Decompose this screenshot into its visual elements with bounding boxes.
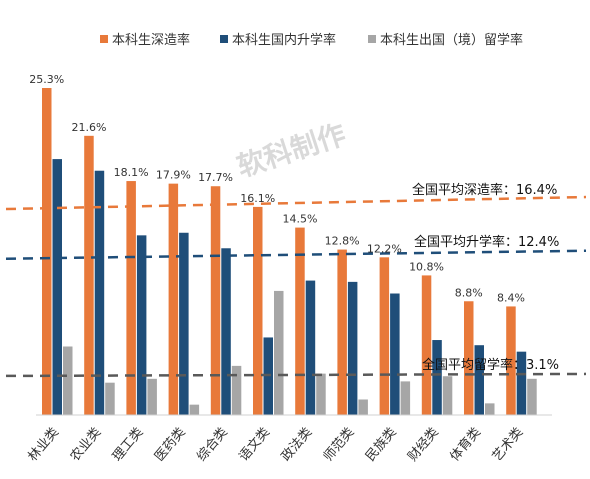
reference-line-0	[5, 195, 587, 211]
bar-2-2	[147, 378, 157, 415]
bar-0-11	[506, 306, 516, 415]
bar-2-8	[400, 381, 411, 415]
bar-0-7	[337, 249, 347, 415]
reference-line-1	[5, 249, 587, 260]
category-label-7: 师范类	[321, 425, 358, 465]
bar-1-6	[305, 280, 316, 415]
bar-1-0	[52, 159, 62, 415]
value-label-3: 17.9%	[156, 169, 191, 182]
category-label-0: 林业类	[25, 425, 62, 465]
value-label-8: 12.2%	[367, 242, 402, 255]
reference-line-2	[5, 372, 587, 378]
bar-0-0	[42, 88, 52, 415]
value-label-10: 8.8%	[455, 286, 483, 299]
bar-2-1	[105, 382, 115, 415]
value-labels: 25.3% 21.6% 18.1% 17.9% 17.7% 16.1% 14.5% 12.8%…	[29, 73, 525, 304]
legend-swatch-0	[100, 35, 108, 43]
bar-2-6	[316, 373, 326, 415]
bar-1-3	[179, 232, 189, 415]
bar-2-10	[485, 403, 495, 415]
bar-1-7	[347, 281, 358, 415]
category-label-3: 医药类	[152, 425, 189, 465]
bar-1-4	[221, 248, 231, 415]
bar-0-6	[295, 227, 305, 415]
legend-label-0: 本科生深造率	[112, 32, 190, 48]
bar-1-2	[136, 235, 147, 415]
reference-label-0: 全国平均深造率：16.4%	[412, 182, 557, 198]
reference-label-1: 全国平均升学率：12.4%	[414, 234, 559, 250]
bar-1-10	[474, 345, 484, 415]
value-label-5: 16.1%	[240, 192, 275, 205]
bar-2-5	[274, 290, 284, 415]
category-labels: 林业类 农业类 理工类 医药类 综合类 语文类 政法类 师范类 民族类 财经类 体育类 艺术类	[25, 424, 526, 464]
value-label-0: 25.3%	[29, 73, 64, 86]
bar-2-3	[189, 404, 200, 415]
bar-0-8	[379, 257, 390, 415]
value-label-4: 17.7%	[198, 171, 233, 184]
value-label-1: 21.6%	[71, 121, 106, 134]
bar-2-7	[358, 399, 368, 415]
bar-0-1	[84, 135, 94, 415]
bar-1-11	[516, 351, 527, 415]
category-label-2: 理工类	[110, 425, 147, 465]
value-label-6: 14.5%	[282, 213, 317, 226]
legend-label-1: 本科生国内升学率	[232, 32, 336, 48]
category-label-8: 民族类	[362, 424, 399, 464]
category-label-4: 综合类	[194, 425, 231, 465]
bar-0-9	[421, 275, 432, 415]
bar-0-4	[210, 186, 221, 415]
watermark: 软科制作	[233, 118, 350, 184]
value-label-11: 8.4%	[497, 291, 525, 304]
bar-1-1	[94, 170, 105, 415]
category-label-9: 财经类	[405, 425, 442, 465]
bar-2-11	[527, 378, 537, 415]
reference-lines: 全国平均深造率：16.4% 全国平均升学率：12.4% 全国平均留学率：3.1%	[5, 182, 587, 378]
bar-1-9	[432, 340, 442, 415]
category-label-11: 艺术类	[490, 425, 527, 465]
bar-0-5	[253, 206, 263, 415]
legend: 本科生深造率 本科生国内升学率 本科生出国（境）留学率	[100, 32, 523, 48]
category-label-10: 体育类	[447, 424, 484, 464]
legend-swatch-1	[220, 35, 228, 43]
bar-0-10	[464, 301, 474, 415]
bar-0-3	[168, 183, 179, 415]
bar-2-0	[63, 346, 73, 415]
legend-label-2: 本科生出国（境）留学率	[380, 32, 523, 48]
bar-2-4	[231, 365, 242, 415]
bar-1-8	[390, 293, 400, 415]
category-label-5: 语文类	[236, 425, 273, 465]
value-label-7: 12.8%	[325, 235, 360, 248]
legend-swatch-2	[368, 35, 376, 43]
bar-0-2	[126, 181, 136, 415]
value-label-9: 10.8%	[409, 260, 444, 273]
bar-2-9	[442, 376, 453, 415]
category-label-1: 农业类	[68, 425, 105, 465]
category-label-6: 政法类	[279, 425, 316, 465]
reference-label-2: 全国平均留学率：3.1%	[422, 357, 559, 373]
value-label-2: 18.1%	[114, 166, 149, 179]
